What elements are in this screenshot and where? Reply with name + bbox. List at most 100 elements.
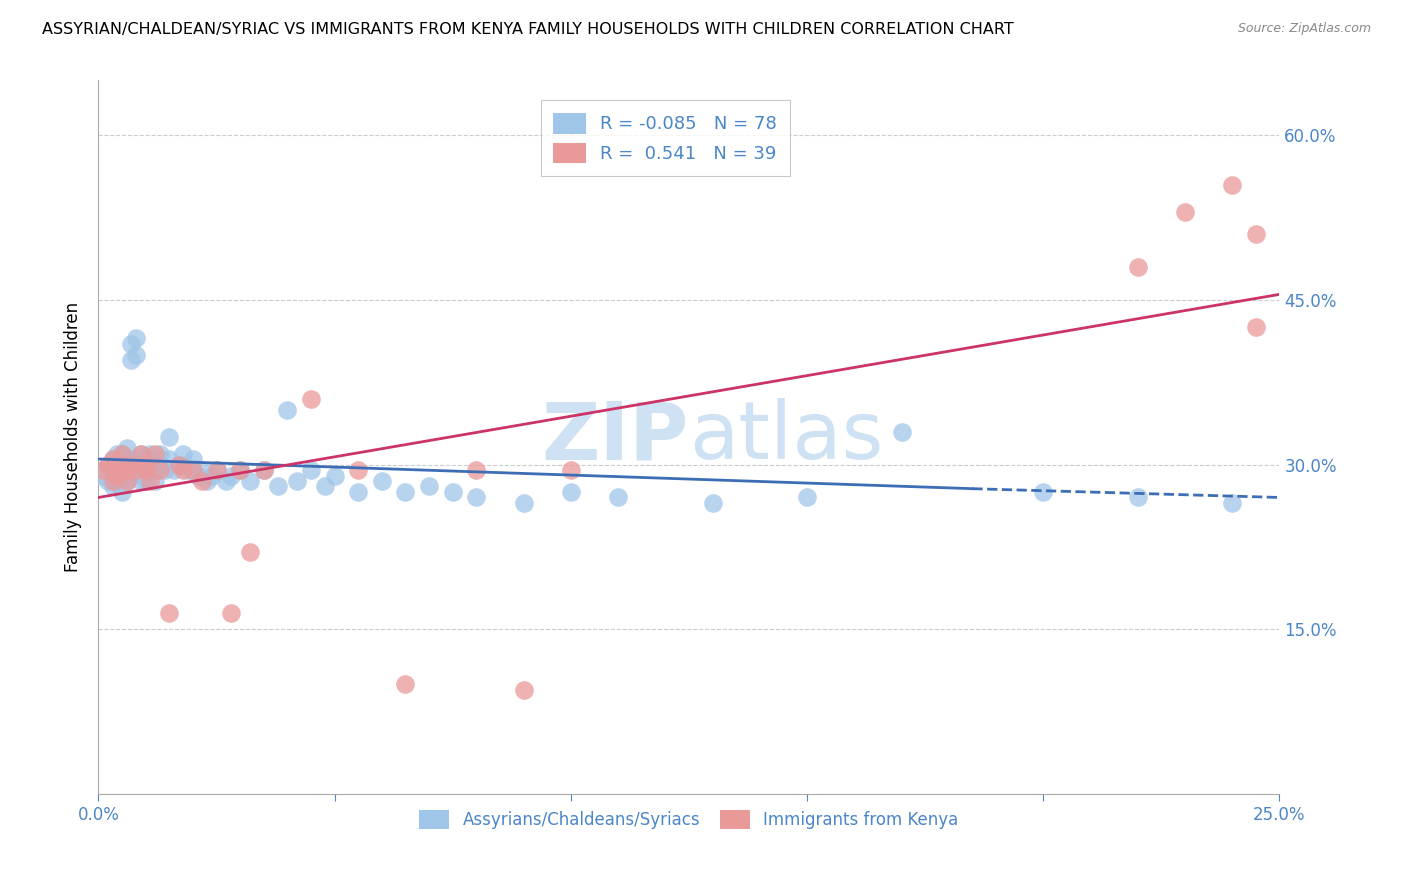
Point (172, 446, 194, 460)
Point (125, 348, 148, 362)
Point (157, 452, 180, 467)
Point (129, 446, 152, 460)
Point (157, 606, 180, 620)
Point (219, 468, 242, 483)
Point (267, 479, 290, 493)
Point (201, 468, 224, 483)
Point (181, 463, 204, 477)
Point (149, 458, 172, 472)
Point (125, 463, 148, 477)
Point (314, 479, 336, 493)
Point (105, 468, 128, 483)
Point (181, 452, 204, 467)
Point (323, 468, 346, 483)
Point (139, 458, 162, 472)
Point (177, 463, 200, 477)
Point (101, 479, 124, 493)
Point (97, 474, 120, 488)
Point (607, 491, 630, 505)
Point (215, 474, 238, 488)
Point (129, 474, 152, 488)
Point (101, 452, 124, 467)
Point (125, 463, 148, 477)
Point (121, 468, 143, 483)
Text: Source: ZipAtlas.com: Source: ZipAtlas.com (1237, 22, 1371, 36)
Point (115, 474, 138, 488)
Point (111, 458, 134, 472)
Point (105, 463, 128, 477)
Point (101, 474, 124, 488)
Text: ZIP: ZIP (541, 398, 689, 476)
Point (111, 446, 134, 460)
Point (299, 392, 322, 406)
Point (560, 485, 582, 500)
Point (1220, 178, 1243, 192)
Point (139, 474, 162, 488)
Text: ASSYRIAN/CHALDEAN/SYRIAC VS IMMIGRANTS FROM KENYA FAMILY HOUSEHOLDS WITH CHILDRE: ASSYRIAN/CHALDEAN/SYRIAC VS IMMIGRANTS F… (42, 22, 1014, 37)
Point (111, 485, 134, 500)
Point (115, 458, 138, 472)
Text: atlas: atlas (689, 398, 883, 476)
Point (205, 463, 228, 477)
Point (91, 463, 114, 477)
Point (163, 463, 186, 477)
Point (465, 491, 488, 505)
Point (115, 441, 138, 455)
Point (135, 463, 157, 477)
Point (153, 463, 176, 477)
Point (172, 463, 194, 477)
Point (276, 402, 298, 417)
Point (239, 474, 262, 488)
Point (1220, 496, 1243, 510)
Point (394, 677, 416, 691)
Point (121, 458, 143, 472)
Point (129, 446, 152, 460)
Legend: Assyrians/Chaldeans/Syriacs, Immigrants from Kenya: Assyrians/Chaldeans/Syriacs, Immigrants … (409, 800, 969, 839)
Point (105, 468, 128, 483)
Point (121, 452, 143, 467)
Point (560, 463, 582, 477)
Point (191, 463, 214, 477)
Point (91, 468, 114, 483)
Point (135, 463, 157, 477)
Point (129, 458, 152, 472)
Point (347, 485, 370, 500)
Point (121, 336, 143, 351)
Point (1244, 320, 1267, 334)
Point (167, 458, 190, 472)
Point (135, 474, 157, 488)
Point (115, 474, 138, 488)
Point (111, 458, 134, 472)
Point (285, 474, 308, 488)
Point (187, 468, 209, 483)
Point (796, 491, 818, 505)
Point (135, 458, 157, 472)
Point (253, 463, 276, 477)
Point (253, 463, 276, 477)
Point (101, 463, 124, 477)
Point (1032, 485, 1054, 500)
Point (1174, 205, 1197, 219)
Point (97, 458, 120, 472)
Point (143, 463, 166, 477)
Point (512, 682, 534, 697)
Point (418, 479, 440, 493)
Point (512, 496, 534, 510)
Point (111, 463, 134, 477)
Point (115, 452, 138, 467)
Point (1244, 227, 1267, 241)
Point (115, 463, 138, 477)
Point (143, 446, 166, 460)
Point (191, 474, 214, 488)
Point (125, 331, 148, 345)
Point (167, 458, 190, 472)
Point (149, 446, 172, 460)
Point (101, 452, 124, 467)
Point (1126, 491, 1149, 505)
Point (219, 606, 242, 620)
Point (702, 496, 724, 510)
Point (394, 485, 416, 500)
Point (890, 425, 912, 439)
Point (157, 430, 180, 444)
Point (135, 452, 157, 467)
